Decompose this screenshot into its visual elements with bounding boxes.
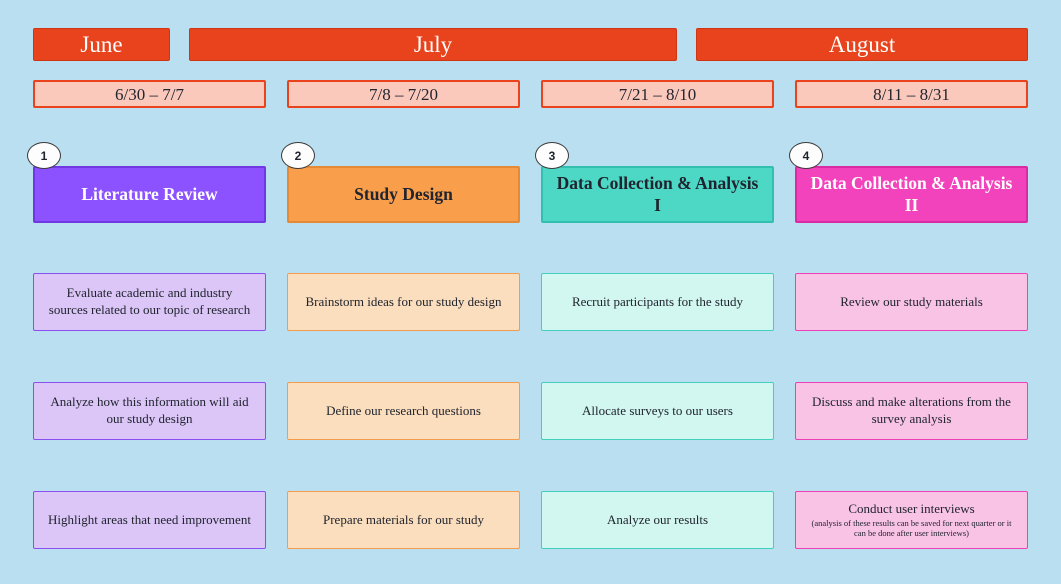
task-card: Evaluate academic and industry sources r… — [33, 273, 266, 331]
month-header-july: July — [189, 28, 677, 61]
month-header-august: August — [696, 28, 1028, 61]
task-card: Conduct user interviews (analysis of the… — [795, 491, 1028, 549]
task-card: Recruit participants for the study — [541, 273, 774, 331]
date-range-2: 7/8 – 7/20 — [287, 80, 520, 108]
phase-columns: 1 Literature Review Evaluate academic an… — [0, 108, 1061, 549]
month-header-june: June — [33, 28, 170, 61]
phase-header-study-design: Study Design — [287, 166, 520, 223]
column-data-collection-2: 4 Data Collection & Analysis II Review o… — [789, 142, 1028, 549]
task-card: Analyze our results — [541, 491, 774, 549]
task-card: Brainstorm ideas for our study design — [287, 273, 520, 331]
phase-header-data-collection-2: Data Collection & Analysis II — [795, 166, 1028, 223]
phase-header-wrap: 2 Study Design — [281, 142, 520, 223]
task-card: Allocate surveys to our users — [541, 382, 774, 440]
step-number-badge: 1 — [27, 142, 61, 169]
task-card-main-text: Conduct user interviews — [848, 501, 975, 517]
task-card: Analyze how this information will aid ou… — [33, 382, 266, 440]
task-card: Prepare materials for our study — [287, 491, 520, 549]
date-range-4: 8/11 – 8/31 — [795, 80, 1028, 108]
phase-header-wrap: 4 Data Collection & Analysis II — [789, 142, 1028, 223]
date-range-1: 6/30 – 7/7 — [33, 80, 266, 108]
phase-header-literature-review: Literature Review — [33, 166, 266, 223]
task-card: Highlight areas that need improvement — [33, 491, 266, 549]
column-data-collection-1: 3 Data Collection & Analysis I Recruit p… — [535, 142, 774, 549]
month-row: June July August — [0, 0, 1061, 61]
column-study-design: 2 Study Design Brainstorm ideas for our … — [281, 142, 520, 549]
phase-header-wrap: 1 Literature Review — [27, 142, 266, 223]
task-card: Define our research questions — [287, 382, 520, 440]
date-range-3: 7/21 – 8/10 — [541, 80, 774, 108]
phase-header-data-collection-1: Data Collection & Analysis I — [541, 166, 774, 223]
step-number-badge: 3 — [535, 142, 569, 169]
date-range-row: 6/30 – 7/7 7/8 – 7/20 7/21 – 8/10 8/11 –… — [0, 61, 1061, 108]
task-card: Discuss and make alterations from the su… — [795, 382, 1028, 440]
task-card: Review our study materials — [795, 273, 1028, 331]
step-number-badge: 4 — [789, 142, 823, 169]
step-number-badge: 2 — [281, 142, 315, 169]
phase-header-wrap: 3 Data Collection & Analysis I — [535, 142, 774, 223]
task-card-note: (analysis of these results can be saved … — [811, 518, 1012, 538]
column-literature-review: 1 Literature Review Evaluate academic an… — [27, 142, 266, 549]
